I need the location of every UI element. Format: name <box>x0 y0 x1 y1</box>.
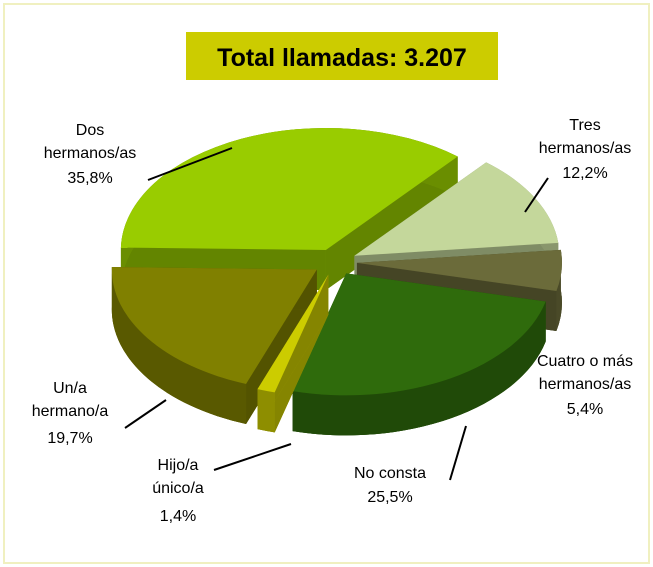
slice-wall <box>292 301 546 436</box>
chart-title: Total llamadas: 3.207 <box>217 44 467 72</box>
slice <box>111 267 317 424</box>
slice-wall <box>111 267 247 424</box>
slice <box>111 267 317 384</box>
slice-wall <box>556 249 562 332</box>
slice <box>257 274 329 393</box>
leader-line <box>524 177 549 213</box>
slice <box>292 273 546 436</box>
value-label: 1,4% <box>160 508 196 525</box>
slice-wall-shade <box>556 249 562 332</box>
slice <box>292 273 546 396</box>
slice-label: No consta <box>354 465 426 482</box>
title-box <box>186 32 498 80</box>
leader-line <box>147 147 233 181</box>
slice-label: Cuatro o más hermanos/as <box>537 353 633 393</box>
slice <box>354 162 559 256</box>
slice-wall-shade <box>111 267 247 424</box>
value-label: 12,2% <box>562 165 607 182</box>
value-label: 25,5% <box>367 489 412 506</box>
slice-wall-shade <box>257 389 275 433</box>
leader-line <box>213 443 292 471</box>
slice-wall-shade <box>292 301 546 436</box>
value-label: 5,4% <box>567 401 603 418</box>
leader-line <box>124 399 167 429</box>
leader-line <box>449 425 467 481</box>
slice <box>257 274 329 433</box>
slice-label: Hijo/a único/a <box>152 457 204 497</box>
slice-wall <box>257 389 275 433</box>
value-label: 35,8% <box>67 170 112 187</box>
slice <box>356 249 562 292</box>
value-label: 19,7% <box>47 430 92 447</box>
slice-label: Tres hermanos/as <box>539 117 632 157</box>
slice-label: Dos hermanos/as <box>44 122 137 162</box>
slice-label: Un/a hermano/a <box>32 380 109 420</box>
